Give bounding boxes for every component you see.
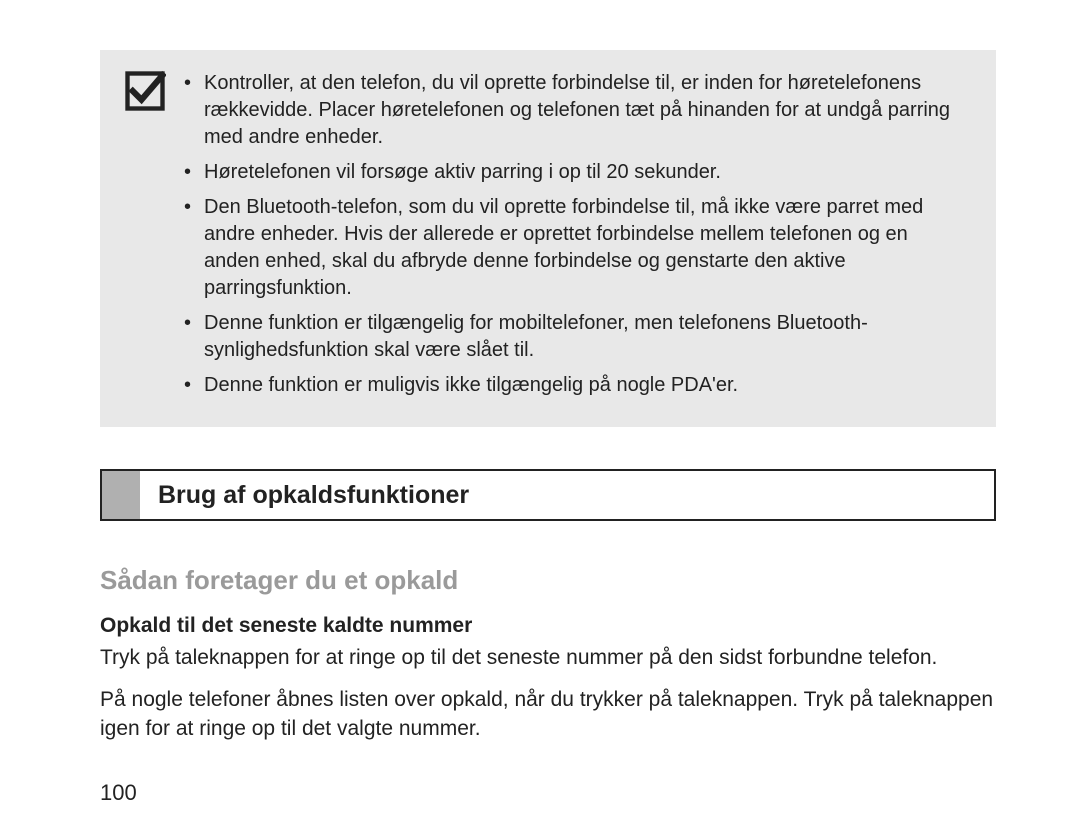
note-bullet: Denne funktion er muligvis ikke tilgænge… [184,372,968,399]
body-paragraph: Tryk på taleknappen for at ringe op til … [100,644,996,672]
sub-subheading: Opkald til det seneste kaldte nummer [100,614,996,638]
note-bullet: Kontroller, at den telefon, du vil opret… [184,70,968,151]
section-heading-label: Brug af opkaldsfunktioner [140,471,994,519]
subheading: Sådan foretager du et opkald [100,565,996,596]
manual-page: Kontroller, at den telefon, du vil opret… [0,0,1080,840]
note-bullet: Denne funktion er tilgængelig for mobilt… [184,310,968,364]
page-number: 100 [100,780,137,806]
note-box: Kontroller, at den telefon, du vil opret… [100,50,996,427]
checkbox-icon [124,70,184,117]
note-bullet: Høretelefonen vil forsøge aktiv parring … [184,159,968,186]
body-paragraph: På nogle telefoner åbnes listen over opk… [100,686,996,743]
section-tab [102,471,140,519]
note-bullet: Den Bluetooth-telefon, som du vil oprett… [184,194,968,302]
note-bullet-list: Kontroller, at den telefon, du vil opret… [184,70,968,407]
note-row: Kontroller, at den telefon, du vil opret… [124,70,968,407]
section-heading-bar: Brug af opkaldsfunktioner [100,469,996,521]
